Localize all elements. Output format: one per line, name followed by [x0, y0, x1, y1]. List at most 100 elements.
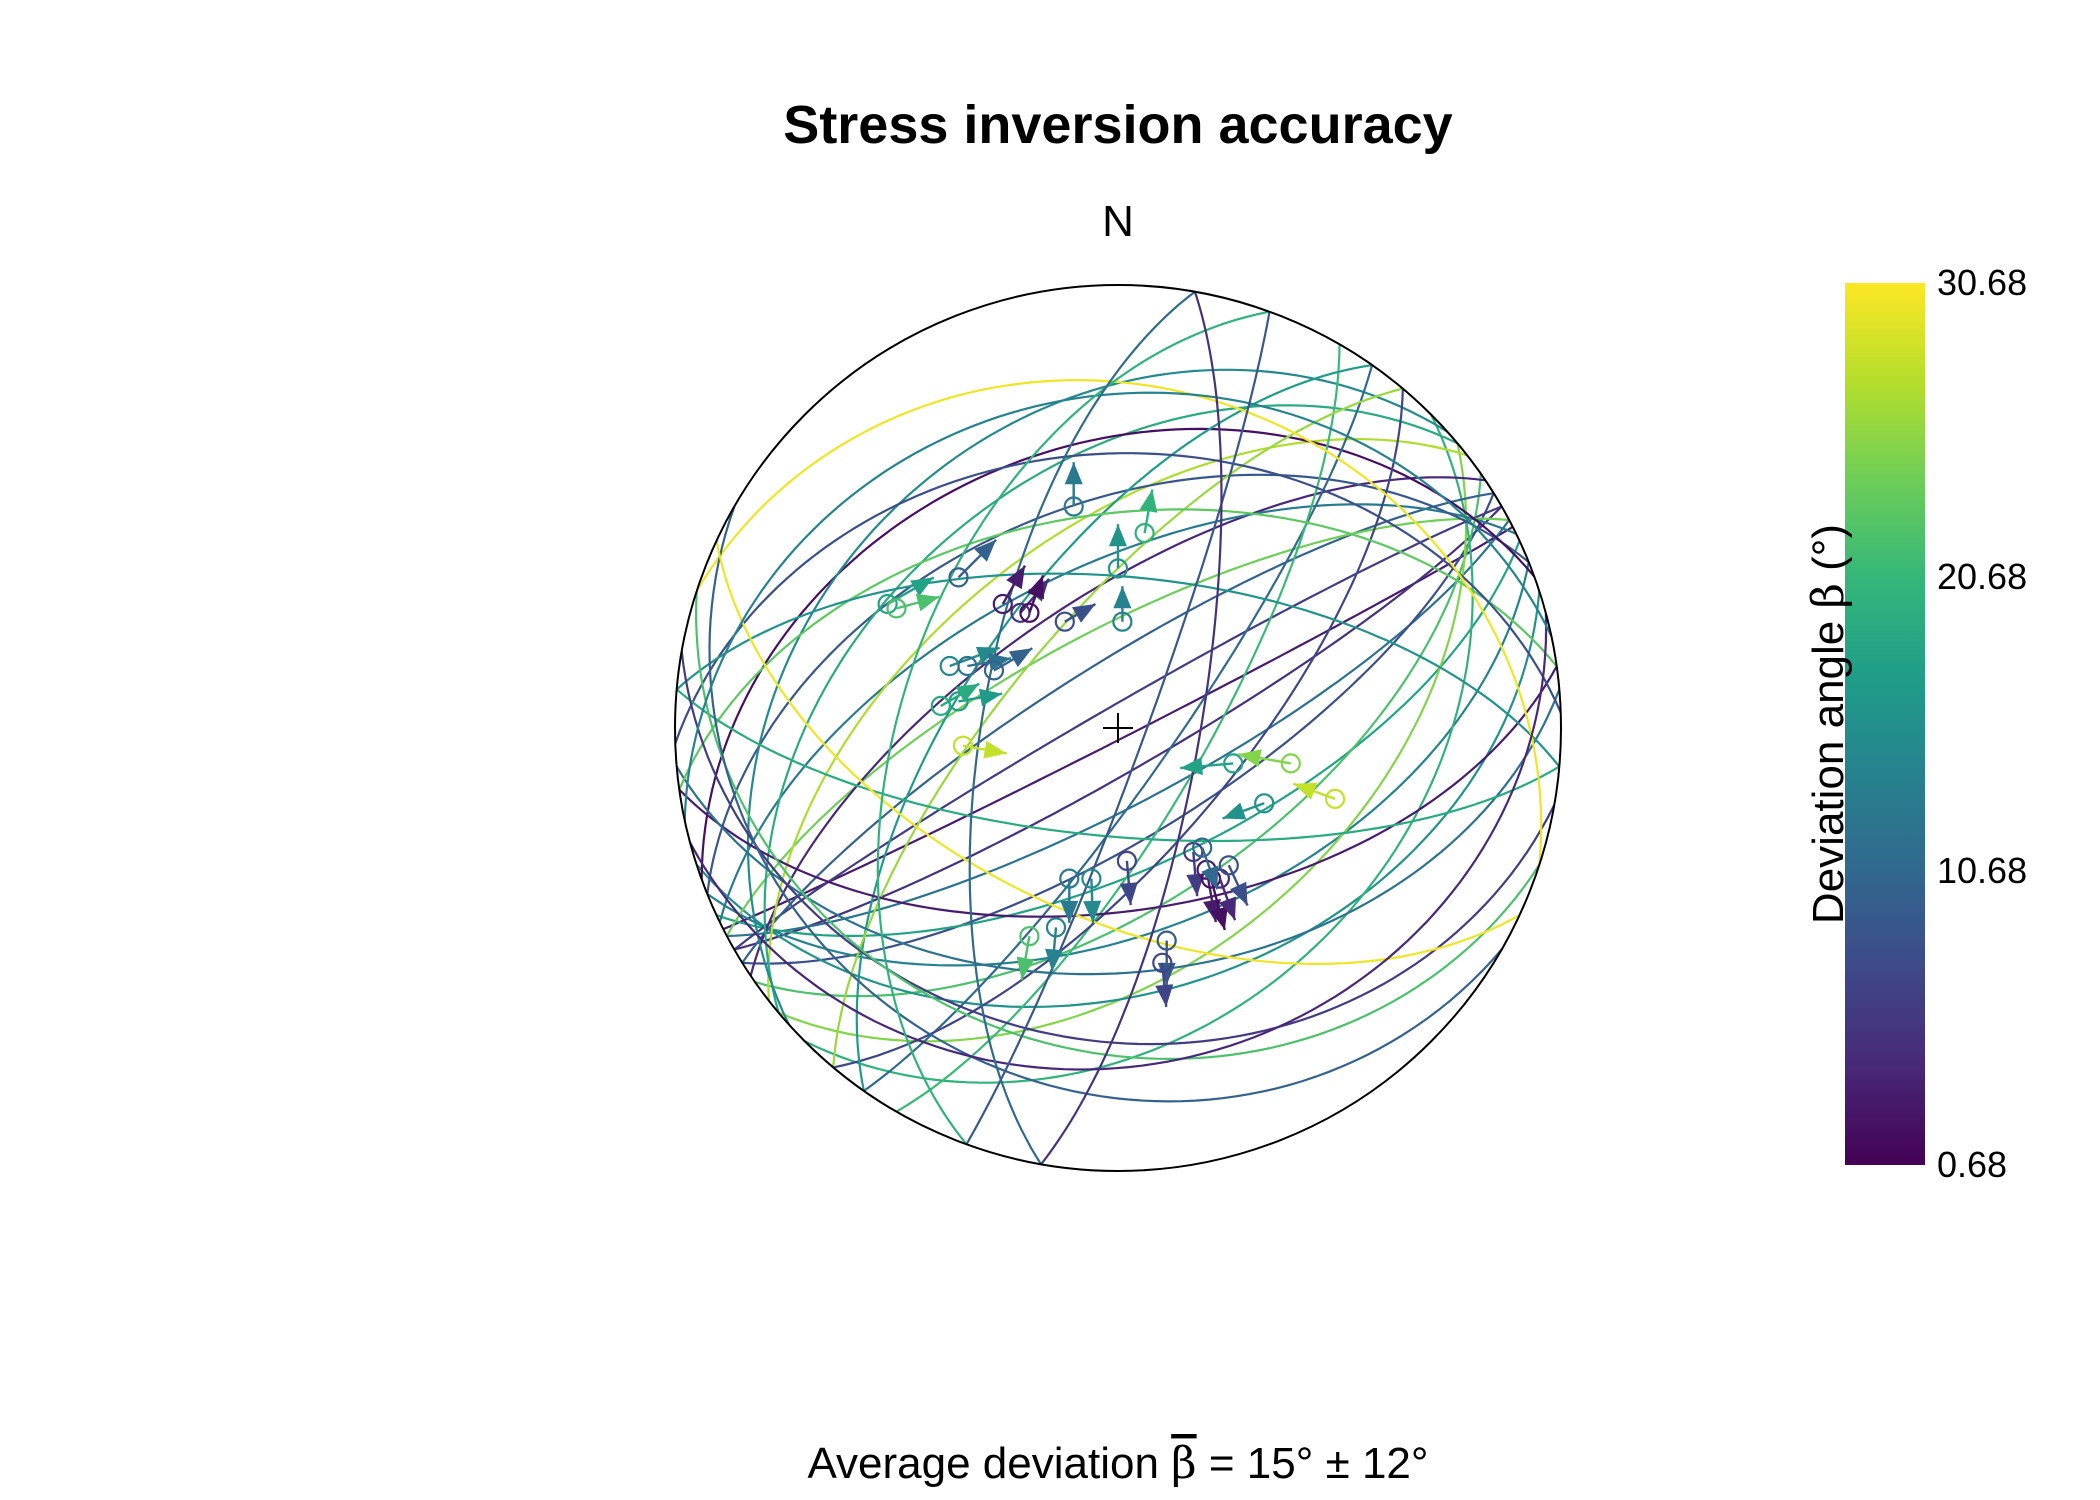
fault-plane-great-circle — [675, 572, 1561, 768]
fault-plane-great-circle — [804, 414, 1474, 1084]
fault-plane-great-circle — [700, 427, 1536, 880]
fault-plane-great-circle — [725, 517, 1510, 937]
slip-marker — [1156, 930, 1177, 985]
slip-arrow-head — [1045, 948, 1063, 972]
slip-arrow-head — [1072, 604, 1096, 623]
slip-arrow-head — [1238, 749, 1262, 767]
slip-arrow-head — [1219, 896, 1236, 921]
slip-marker — [1192, 837, 1219, 890]
slip-marker-circle — [952, 735, 974, 756]
slip-arrow-head — [1064, 462, 1083, 485]
fault-plane-great-circle — [715, 540, 1521, 965]
slip-arrow-head — [1008, 648, 1033, 668]
fault-plane-great-circle — [778, 442, 1468, 1043]
slip-marker — [1081, 868, 1102, 923]
fault-plane-great-circle — [876, 310, 1270, 1145]
slip-marker — [992, 564, 1027, 615]
colorbar-tick-label: 30.68 — [1937, 262, 2027, 303]
slip-marker-circle — [886, 598, 907, 619]
chart-title: Stress inversion accuracy — [783, 95, 1452, 155]
fault-plane-great-circle — [678, 665, 1558, 918]
fault-plane-great-circle — [683, 391, 1553, 821]
slip-arrow-head — [1083, 900, 1102, 923]
colorbar: 0.68 10.68 20.68 30.68 Deviation angle β (°… — [1803, 262, 2027, 1185]
slip-marker — [1112, 586, 1133, 632]
colorbar-tick-label: 10.68 — [1937, 850, 2027, 891]
average-deviation-caption: Average deviation β = 15° ± 12° — [807, 1438, 1428, 1489]
slip-marker — [948, 538, 997, 588]
slip-marker-circle — [1054, 611, 1075, 632]
slip-arrow-head — [983, 740, 1007, 759]
slip-arrow-head — [1006, 565, 1025, 590]
slip-arrow-head — [910, 577, 934, 597]
slip-marker — [952, 735, 1007, 759]
slip-arrow-head — [1027, 575, 1044, 600]
slip-arrow-head — [1139, 489, 1158, 513]
fault-plane-great-circle — [741, 492, 1494, 964]
fault-plane-great-circle — [763, 404, 1458, 1014]
slip-marker-circle — [930, 695, 951, 717]
slip-marker — [1180, 753, 1244, 776]
fault-plane-great-circle — [965, 311, 1271, 1145]
fault-plane-great-circle — [1040, 291, 1223, 1165]
slip-marker — [1016, 926, 1040, 981]
slip-marker — [1059, 868, 1080, 923]
slip-marker — [1152, 952, 1174, 1008]
fault-plane-great-circle — [680, 650, 1556, 1046]
fault-plane-great-circle — [863, 364, 1374, 1092]
slip-marker — [1045, 917, 1067, 972]
slip-arrow-head — [1155, 984, 1174, 1007]
slip-arrow-head — [1016, 956, 1035, 980]
slip-marker-circle — [1280, 753, 1301, 774]
slip-arrow-head — [1230, 881, 1248, 906]
fault-plane-great-circle — [694, 591, 1541, 1061]
slip-arrow-head — [975, 646, 1000, 664]
colorbar-tick-label: 20.68 — [1937, 556, 2027, 597]
slip-arrow-head — [1210, 906, 1228, 930]
slip-marker-circle — [992, 593, 1013, 615]
slip-marker — [1134, 489, 1158, 544]
slip-marker-circle — [983, 660, 1005, 681]
fault-plane-great-circle — [706, 561, 1530, 967]
fault-plane-great-circle — [678, 508, 1558, 791]
fault-plane-great-circle — [695, 379, 1543, 865]
slip-marker — [1218, 855, 1249, 907]
slip-markers — [877, 462, 1346, 1008]
fault-plane-great-circle — [675, 452, 1561, 744]
slip-arrow-head — [1201, 865, 1219, 890]
fault-plane-great-circle — [733, 505, 1503, 951]
colorbar-gradient — [1845, 283, 1925, 1165]
slip-arrow-head — [955, 683, 980, 703]
slip-marker — [1054, 602, 1097, 632]
fault-plane-great-circle — [675, 688, 1560, 843]
slip-marker — [1063, 462, 1084, 517]
colorbar-label: Deviation angle β (°) — [1803, 524, 1854, 924]
slip-arrow-head — [915, 593, 940, 612]
slip-marker — [1222, 793, 1275, 820]
slip-marker-circle — [1019, 602, 1040, 623]
slip-arrow-head — [1222, 802, 1247, 820]
slip-marker — [1238, 749, 1301, 774]
slip-arrow-head — [1180, 757, 1203, 776]
slip-marker — [930, 682, 980, 717]
slip-marker-circle — [1254, 793, 1275, 814]
slip-marker-circle — [1192, 837, 1213, 858]
slip-marker — [983, 647, 1033, 681]
slip-arrow-head — [1293, 782, 1318, 800]
slip-arrow-head — [974, 539, 997, 562]
fault-plane-great-circle — [749, 476, 1486, 976]
slip-marker — [1019, 574, 1045, 623]
fault-plane-great-circle — [706, 473, 1530, 895]
fault-plane-great-circle — [722, 525, 1514, 931]
primitive-circle — [674, 284, 1562, 1172]
fault-plane-great-circle — [695, 590, 1541, 1008]
slip-arrow-head — [1113, 586, 1132, 609]
slip-marker-circle — [1324, 788, 1346, 810]
fault-plane-great-circle — [726, 519, 1510, 938]
slip-marker — [1292, 782, 1346, 810]
fault-plane-great-circle — [689, 613, 1548, 1071]
stereonet — [674, 284, 1562, 1172]
slip-marker-circle — [1019, 926, 1040, 947]
fault-plane-great-circle — [746, 368, 1448, 1025]
